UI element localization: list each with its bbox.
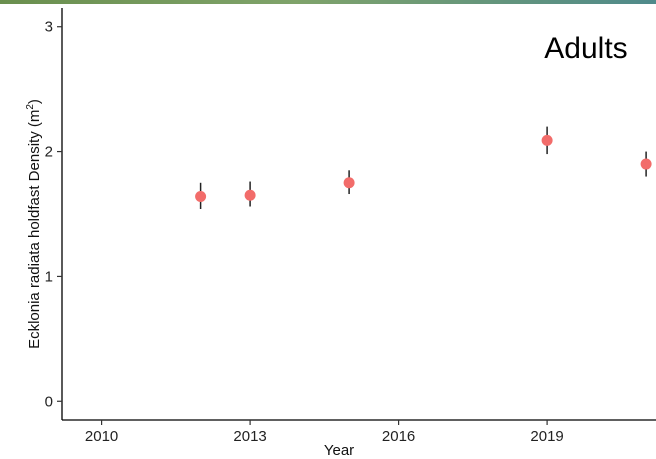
y-tick-label: 1 (45, 268, 53, 285)
data-marks (195, 126, 652, 210)
y-axis-title-close: ) (26, 99, 43, 104)
axes (61, 8, 656, 421)
data-point (195, 191, 207, 203)
y-tick-label: 0 (45, 393, 53, 410)
x-tick-label: 2016 (382, 428, 415, 445)
y-axis-title: Ecklonia radiata holdfast Density (m2) (25, 99, 43, 349)
top-color-strip (0, 0, 656, 4)
y-axis-title-superscript: 2 (25, 104, 36, 110)
x-tick-label: 2019 (530, 428, 563, 445)
data-point (244, 189, 256, 201)
y-axis-title-text: Ecklonia radiata holdfast Density (m (26, 110, 43, 349)
data-point (343, 177, 355, 189)
panel-label: Adults (544, 32, 627, 65)
y-tick-label: 3 (45, 19, 53, 36)
data-point (640, 158, 652, 170)
ticks: 0 1 2 3 2010 2013 2016 2019 (45, 19, 564, 445)
y-tick-label: 2 (45, 144, 53, 161)
x-tick-label: 2013 (233, 428, 266, 445)
data-point (541, 134, 553, 146)
x-tick-label: 2010 (85, 428, 118, 445)
x-axis-title: Year (324, 442, 354, 459)
